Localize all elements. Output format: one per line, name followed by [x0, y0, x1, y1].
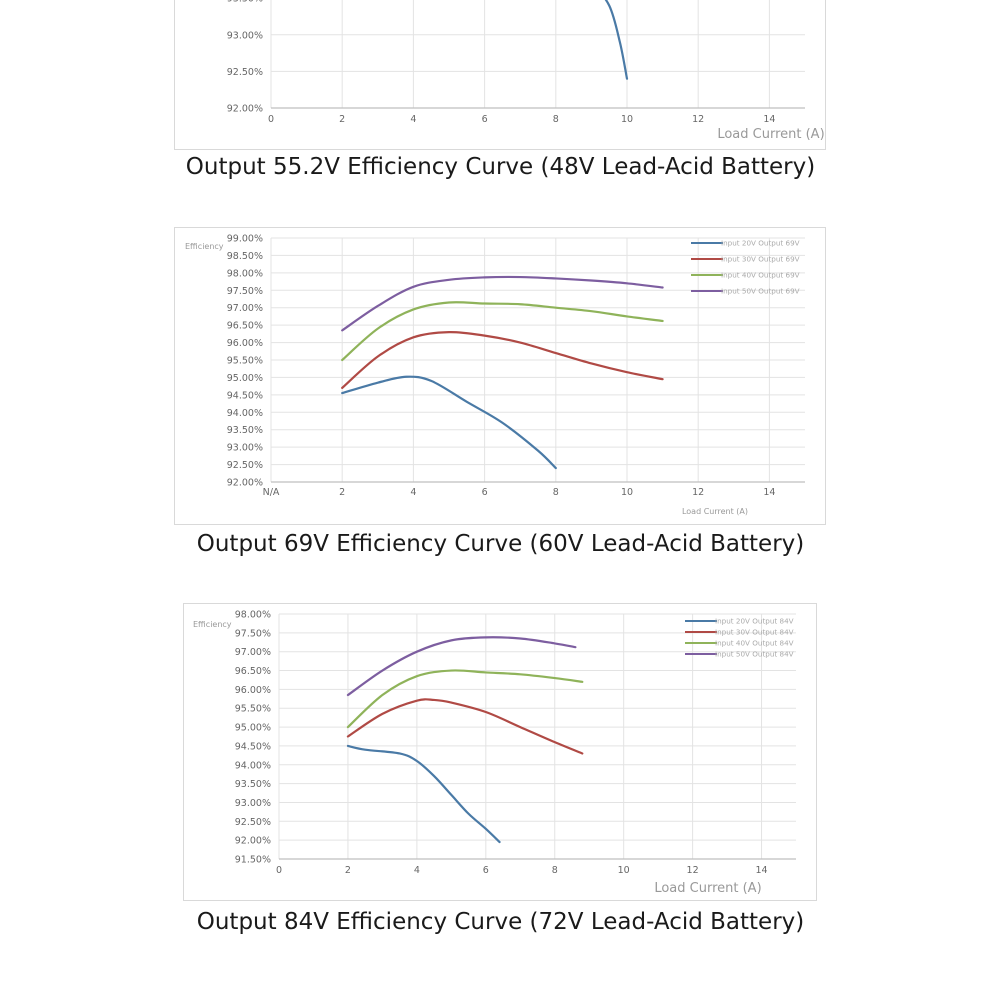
y-tick-label: 97.00%: [227, 303, 263, 314]
chart-panel-2: 92.00% 92.50% 93.00% 93.50% 94.00% 94.50% 95.0…: [174, 227, 826, 525]
y-tick-label: 98.50%: [227, 251, 263, 262]
x-tick-label: N/A: [263, 487, 280, 498]
chart-panel-1: 92.00% 92.50% 93.00% 93.50% 0 2 4 6 8 10 12 14 Load …: [174, 0, 826, 150]
legend-entry: Input 20V Output 69V: [721, 239, 800, 248]
y-tick-label: 93.00%: [235, 798, 271, 809]
y-tick-label: 95.50%: [227, 356, 263, 367]
x-tick-label: 8: [553, 487, 559, 498]
y-tick-label: 98.00%: [235, 610, 271, 621]
x-tick-label: 0: [276, 865, 282, 876]
chart-2-caption: Output 69V Efficiency Curve (60V Lead-Ac…: [196, 531, 805, 557]
x-tick-label: 6: [482, 487, 488, 498]
legend-entry: Input 40V Output 84V: [715, 639, 794, 648]
y-tick-label: 95.50%: [235, 704, 271, 715]
y-tick-label: 92.00%: [227, 104, 263, 115]
chart-2-svg: 92.00% 92.50% 93.00% 93.50% 94.00% 94.50% 95.0…: [185, 234, 805, 516]
series-line: [341, 275, 664, 332]
y-tick-label: 96.00%: [235, 685, 271, 696]
series-line: [346, 698, 584, 755]
series-line: [604, 0, 629, 80]
y-tick-label: 94.50%: [227, 390, 263, 401]
x-tick-label: 14: [763, 114, 775, 125]
y-tick-label: 93.50%: [227, 425, 263, 436]
y-tick-label: 93.50%: [235, 779, 271, 790]
y-tick-label: 99.00%: [227, 234, 263, 245]
x-tick-label: 10: [618, 865, 630, 876]
y-tick-label: 94.00%: [227, 408, 263, 419]
y-tick-label: 96.50%: [227, 321, 263, 332]
legend-entry: Input 40V Output 69V: [721, 271, 800, 280]
x-tick-label: 12: [687, 865, 699, 876]
y-tick-label: 91.50%: [235, 855, 271, 866]
x-tick-label: 4: [414, 865, 420, 876]
x-tick-label: 2: [345, 865, 351, 876]
chart-1-svg: 92.00% 92.50% 93.00% 93.50% 0 2 4 6 8 10 12 14 Load …: [227, 0, 825, 142]
y-tick-label: 93.50%: [227, 0, 263, 5]
x-tick-label: 6: [482, 114, 488, 125]
x-axis-label: Load Current (A): [682, 507, 748, 516]
chart-3-svg: 91.50% 92.00% 92.50% 93.00% 93.50% 94.00% 94.5…: [193, 610, 796, 896]
x-tick-label: 10: [621, 114, 633, 125]
y-tick-label: 95.00%: [235, 723, 271, 734]
y-tick-label: 95.00%: [227, 373, 263, 384]
chart-3-caption: Output 84V Efficiency Curve (72V Lead-Ac…: [196, 909, 805, 935]
y-tick-label: 98.00%: [227, 268, 263, 279]
series-line: [346, 636, 577, 697]
x-tick-label: 12: [692, 114, 704, 125]
legend-entry: Input 30V Output 84V: [715, 628, 794, 637]
legend-entry: Input 30V Output 69V: [721, 255, 800, 264]
legend-entry: Input 20V Output 84V: [715, 617, 794, 626]
x-tick-label: 0: [268, 114, 274, 125]
x-tick-label: 2: [339, 114, 345, 125]
x-tick-label: 4: [410, 114, 416, 125]
y-tick-label: 93.00%: [227, 443, 263, 454]
chart-panel-3: 91.50% 92.00% 92.50% 93.00% 93.50% 94.00% 94.5…: [183, 603, 817, 901]
y-tick-label: 92.00%: [227, 478, 263, 489]
series-line: [346, 669, 584, 729]
y-tick-label: 96.00%: [227, 338, 263, 349]
y-tick-label: 97.00%: [235, 647, 271, 658]
y-axis-label: Efficiency: [185, 242, 224, 251]
x-tick-label: 8: [552, 865, 558, 876]
x-tick-label: 8: [553, 114, 559, 125]
y-tick-label: 94.00%: [235, 760, 271, 771]
y-tick-label: 94.50%: [235, 741, 271, 752]
y-tick-label: 92.50%: [227, 67, 263, 78]
y-tick-label: 96.50%: [235, 666, 271, 677]
legend-entry: Input 50V Output 69V: [721, 287, 800, 296]
chart-1-caption: Output 55.2V Efficiency Curve (48V Lead-…: [185, 154, 816, 180]
y-tick-label: 92.50%: [235, 817, 271, 828]
series-line: [341, 301, 664, 362]
x-tick-label: 12: [692, 487, 704, 498]
x-axis-label: Load Current (A): [654, 881, 761, 896]
series-line: [346, 744, 501, 844]
x-tick-label: 14: [755, 865, 767, 876]
y-tick-label: 93.00%: [227, 30, 263, 41]
series-line: [341, 331, 664, 389]
y-tick-label: 97.50%: [235, 628, 271, 639]
x-axis-label: Load Current (A): [717, 127, 824, 142]
x-tick-label: 4: [410, 487, 416, 498]
series-line: [341, 375, 557, 470]
x-tick-label: 14: [763, 487, 775, 498]
y-tick-label: 97.50%: [227, 286, 263, 297]
x-tick-label: 2: [339, 487, 345, 498]
y-tick-label: 92.50%: [227, 460, 263, 471]
x-tick-label: 6: [483, 865, 489, 876]
y-tick-label: 92.00%: [235, 836, 271, 847]
legend-entry: Input 50V Output 84V: [715, 650, 794, 659]
y-axis-label: Efficiency: [193, 620, 232, 629]
x-tick-label: 10: [621, 487, 633, 498]
